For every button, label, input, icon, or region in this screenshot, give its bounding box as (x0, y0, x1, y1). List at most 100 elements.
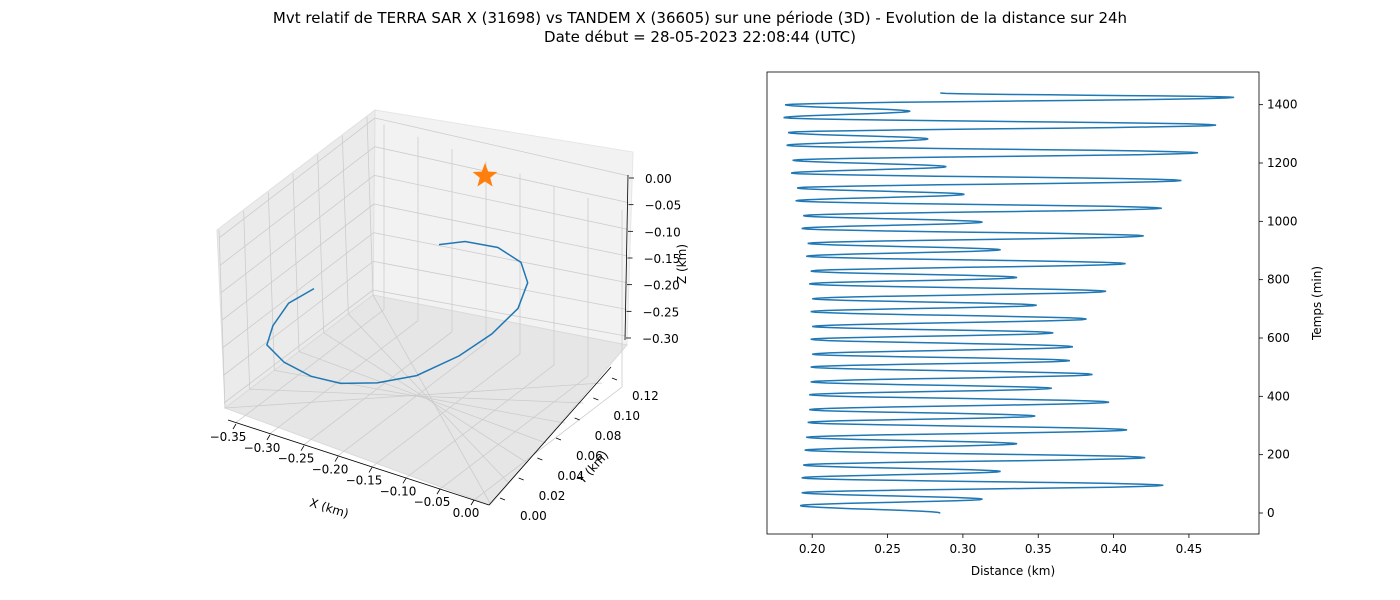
z-tick-label: 0.00 (645, 172, 672, 186)
z-tick-label: −0.05 (645, 199, 682, 213)
z-tick-label: −0.20 (643, 279, 680, 293)
back-grid-z (373, 203, 628, 257)
left-grid-z (222, 232, 374, 349)
floor-grid-x (337, 342, 487, 457)
z-tick-label: −0.15 (644, 252, 681, 266)
floor-grid-x (439, 375, 589, 490)
left-grid-y (292, 173, 300, 352)
x-tick (368, 467, 373, 473)
y-tick (518, 477, 524, 481)
left-grid-y (243, 211, 251, 390)
ticks-3d: −0.35−0.30−0.25−0.20−0.15−0.10−0.050.00 0… (210, 172, 682, 523)
origin-star-marker (472, 163, 498, 187)
z-tick-label: −0.10 (644, 225, 681, 239)
x-tick (334, 456, 339, 462)
left-grid-y (218, 229, 226, 409)
y-tick-label-2d: 1000 (1267, 214, 1298, 228)
grid-3d (218, 116, 630, 504)
y-tick-label-2d: 1400 (1267, 98, 1298, 112)
plot-2d: 0.20 0.25 0.30 0.35 0.40 0.45 0 200 400 600 800 100… (766, 71, 1324, 578)
x-tick (300, 445, 305, 451)
y-tick (499, 497, 506, 501)
z-axis-label: Z (km) (675, 244, 689, 284)
x-tick (266, 434, 271, 441)
floor-grid-x (235, 309, 385, 423)
x-tick-label: −0.05 (414, 495, 451, 509)
y-tick (555, 437, 562, 441)
z-tick-label: −0.30 (642, 332, 679, 346)
x-axis-label-2d: Distance (km) (971, 564, 1055, 578)
plot-3d: −0.35−0.30−0.25−0.20−0.15−0.10−0.050.00 0… (210, 108, 689, 523)
left-grid-y (366, 116, 374, 296)
x-tick-label-2d: 0.25 (874, 542, 901, 556)
y-tick-label: 0.06 (576, 449, 603, 463)
x-tick-label: −0.20 (312, 463, 349, 477)
x-tick-label: 0.00 (453, 506, 480, 520)
floor-grid-y (224, 382, 603, 409)
x-axis-label: X (km) (308, 496, 350, 521)
x-tick (436, 488, 441, 495)
y-tick-label: 0.00 (520, 509, 547, 523)
y-tick-label-2d: 200 (1267, 448, 1290, 462)
y-tick (574, 417, 580, 421)
y-tick-label-2d: 1200 (1267, 156, 1298, 170)
left-grid-y (317, 154, 325, 333)
y-tick (537, 457, 543, 461)
left-grid-z (221, 203, 375, 321)
y-tick-label-2d: 800 (1267, 273, 1290, 287)
y-tick-label-2d: 400 (1267, 389, 1290, 403)
figure-title: Mvt relatif de TERRA SAR X (31698) vs TA… (0, 9, 1400, 47)
x-tick-label-2d: 0.20 (799, 542, 826, 556)
floor-grid-x (473, 386, 623, 501)
orbit-path (266, 240, 529, 385)
x-tick-label: −0.25 (278, 452, 315, 466)
y-tick-label: 0.10 (613, 409, 640, 423)
x-tick-label: −0.15 (346, 473, 383, 487)
back-grid-z (374, 174, 629, 230)
z-axis-line (624, 174, 629, 341)
x-tick-label-2d: 0.40 (1100, 542, 1127, 556)
y-tick-label-2d: 600 (1267, 331, 1290, 345)
left-grid-z (219, 146, 375, 266)
floor-grid-x (269, 320, 419, 434)
y-tick-label: 0.12 (632, 389, 659, 403)
back-grid-z (373, 232, 628, 284)
floor-grid-x (303, 331, 453, 446)
back-grid-z (373, 260, 627, 310)
x-tick (402, 478, 407, 484)
y-tick-label: 0.08 (595, 429, 622, 443)
back-grid-z (372, 289, 627, 337)
y-axis-label-2d: Temps (min) (1310, 266, 1324, 341)
y-axis-line (488, 366, 612, 506)
left-grid-z (218, 117, 376, 239)
x-tick-label: −0.35 (210, 430, 247, 444)
figure-title-line2: Date début = 28-05-2023 22:08:44 (UTC) (544, 28, 856, 46)
x-tick (232, 423, 237, 430)
plot-frame (766, 71, 1260, 535)
distance-series-line (783, 92, 1235, 514)
left-grid-z (222, 261, 374, 376)
y-tick (593, 397, 599, 401)
ticks-2d: 0.20 0.25 0.30 0.35 0.40 0.45 0 200 400 600 800 100… (799, 98, 1298, 556)
y-tick-label-2d: 0 (1267, 506, 1275, 520)
floor-grid-x (371, 353, 521, 468)
left-grid-y (267, 192, 275, 371)
z-tick-label: −0.25 (643, 305, 680, 319)
floor-grid-y (249, 388, 584, 404)
figure-title-line1: Mvt relatif de TERRA SAR X (31698) vs TA… (272, 9, 1128, 27)
left-grid-y (341, 135, 349, 314)
y-tick (611, 377, 618, 381)
back-grid-z (374, 146, 629, 204)
x-axis-line (227, 419, 490, 506)
y-tick-label: 0.02 (539, 489, 566, 503)
x-tick-label-2d: 0.45 (1176, 542, 1203, 556)
x-tick-label-2d: 0.35 (1025, 542, 1052, 556)
left-grid-z (220, 175, 375, 294)
x-tick-label: −0.10 (380, 484, 417, 498)
x-tick-label-2d: 0.30 (950, 542, 977, 556)
y-tick-label: 0.04 (557, 469, 584, 483)
left-grid-z (223, 289, 374, 404)
x-tick (470, 499, 475, 506)
x-tick-label: −0.30 (244, 441, 281, 455)
